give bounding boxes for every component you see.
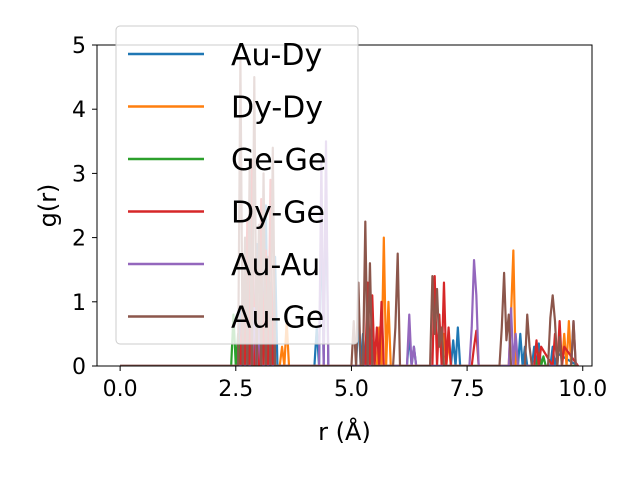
y-tick-label: 4 [72,98,86,123]
x-tick-label: 0.0 [103,377,138,402]
legend-label-au-au: Au-Au [231,248,320,283]
legend-label-ge-ge: Ge-Ge [231,143,326,178]
y-tick-label: 2 [72,227,86,252]
y-tick-label: 3 [72,162,86,187]
y-tick-label: 0 [72,355,86,380]
x-tick-label: 5.0 [334,377,369,402]
x-axis-label: r (Å) [318,417,371,446]
legend-frame [115,25,359,345]
legend-label-dy-dy: Dy-Dy [231,91,323,126]
y-tick-label: 5 [72,34,86,59]
x-tick-label: 2.5 [218,377,253,402]
x-axis: 0.0 2.5 5.0 7.5 10.0 [103,366,607,402]
x-tick-label: 10.0 [558,377,607,402]
y-axis-label: g(r) [34,184,62,228]
series-line-au-au [120,140,579,366]
legend-label-au-dy: Au-Dy [231,38,322,73]
x-tick-label: 7.5 [450,377,485,402]
legend: Au-Dy Dy-Dy Ge-Ge Dy-Ge Au-Au Au-Ge [115,25,359,345]
legend-label-dy-ge: Dy-Ge [231,196,325,231]
y-tick-label: 1 [72,291,86,316]
y-axis: 0 1 2 3 4 5 [72,34,97,380]
legend-label-au-ge: Au-Ge [231,301,324,336]
